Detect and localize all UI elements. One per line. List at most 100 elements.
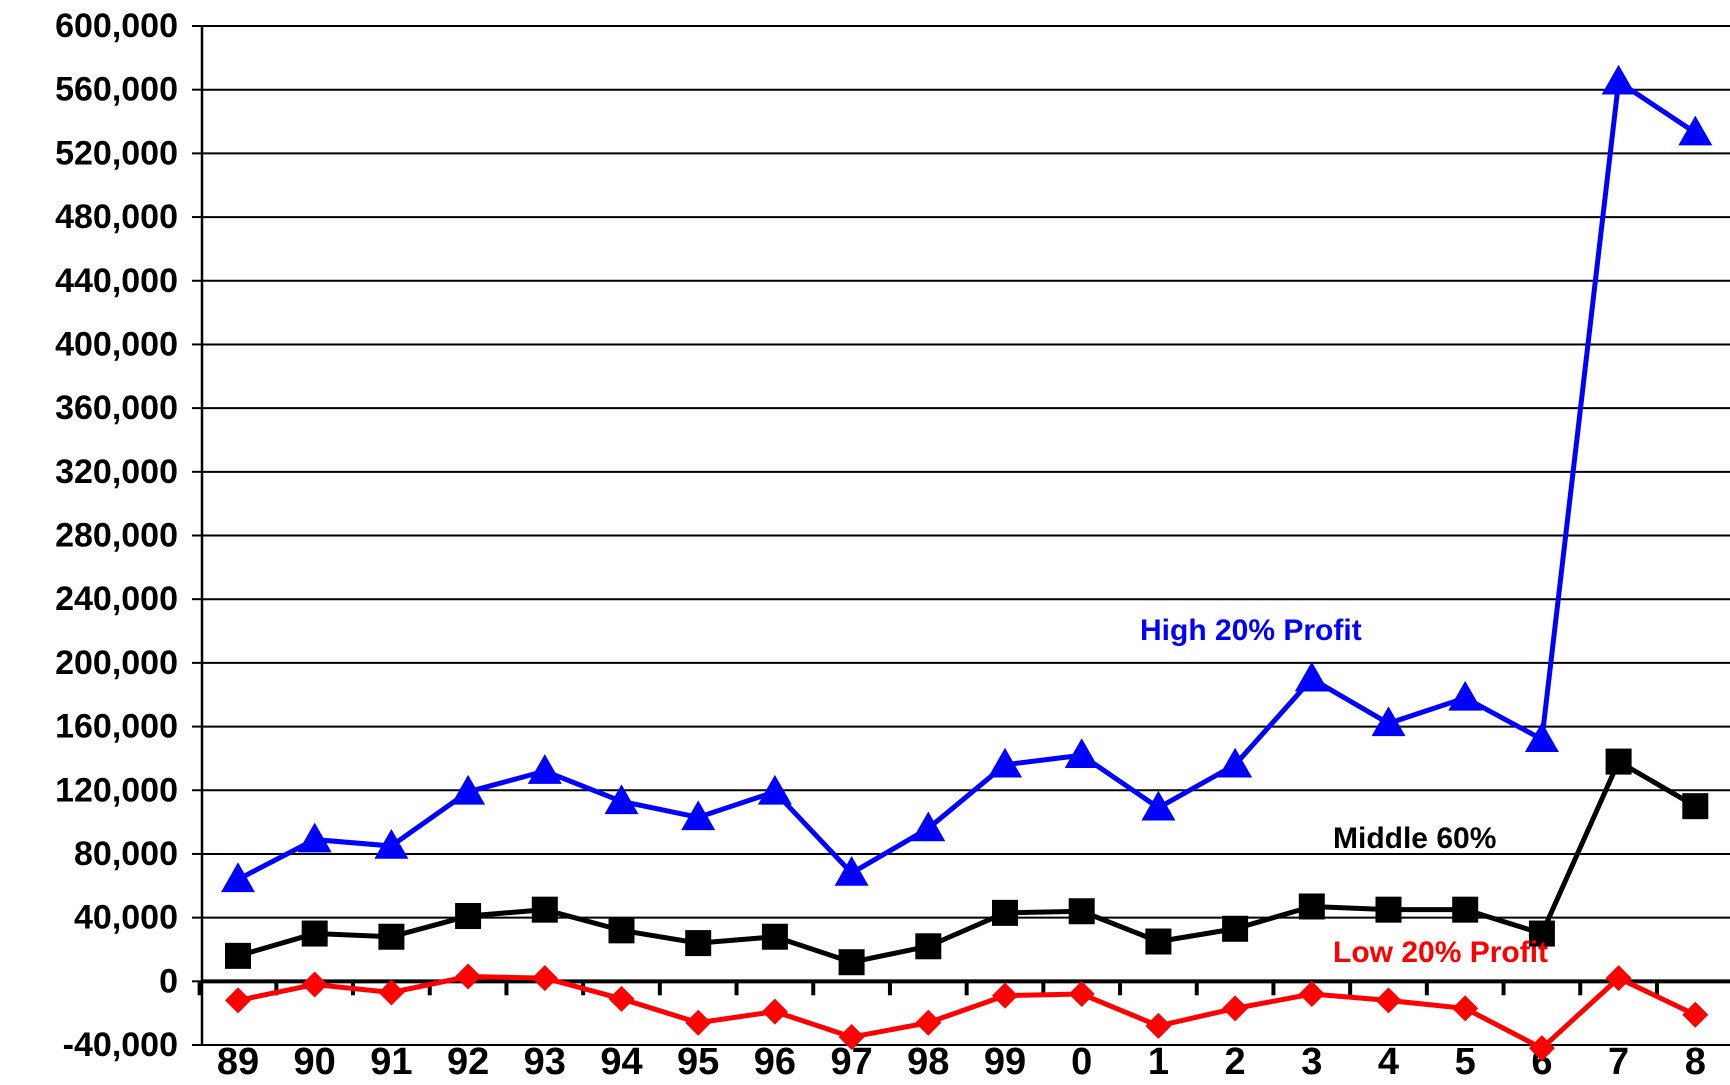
- annotation-high-20-profit: High 20% Profit: [1140, 614, 1362, 647]
- y-tick-label: 400,000: [55, 325, 178, 363]
- y-tick-label: 200,000: [55, 644, 178, 682]
- x-tick-label: 98: [907, 1041, 949, 1080]
- x-tick-label: 2: [1225, 1041, 1246, 1080]
- data-point-middle-60: [1605, 748, 1632, 775]
- data-point-middle-60: [378, 923, 405, 950]
- x-tick-label: 89: [217, 1041, 259, 1080]
- data-point-high-20-profit: [1448, 680, 1483, 711]
- data-point-high-20-profit: [221, 862, 255, 893]
- series-line-low-20-profit: [237, 974, 1697, 1052]
- annotation-low-20-profit: Low 20% Profit: [1333, 936, 1548, 969]
- x-tick-label: 1: [1148, 1041, 1169, 1080]
- data-point-middle-60: [685, 930, 712, 957]
- data-point-middle-60: [225, 942, 251, 969]
- series-annotations: High 20% Profit Middle 60% Low 20% Profi…: [1140, 614, 1548, 969]
- series-lines: [221, 64, 1713, 1062]
- y-tick-label: 160,000: [55, 708, 178, 746]
- data-point-low-20-profit: [1682, 1001, 1709, 1028]
- data-point-low-20-profit: [1605, 965, 1632, 992]
- data-point-middle-60: [1528, 920, 1555, 947]
- series-high-20-profit: [221, 64, 1713, 893]
- annotation-middle-60: Middle 60%: [1333, 822, 1496, 855]
- data-point-low-20-profit: [1145, 1012, 1172, 1039]
- data-point-middle-60: [1452, 896, 1479, 923]
- data-point-middle-60: [1375, 896, 1402, 923]
- data-point-high-20-profit: [757, 774, 792, 805]
- data-point-middle-60: [1298, 893, 1325, 920]
- data-point-low-20-profit: [225, 987, 251, 1014]
- data-point-middle-60: [838, 949, 865, 976]
- data-point-high-20-profit: [834, 856, 869, 886]
- y-tick-label: 320,000: [55, 453, 178, 491]
- data-point-middle-60: [1222, 915, 1249, 942]
- x-tick-label: 0: [1071, 1041, 1092, 1080]
- data-point-low-20-profit: [378, 979, 405, 1006]
- data-point-low-20-profit: [992, 982, 1018, 1009]
- data-point-high-20-profit: [451, 774, 486, 805]
- data-point-middle-60: [1682, 793, 1709, 820]
- y-tick-label: 520,000: [55, 134, 178, 172]
- y-tick-label: 440,000: [55, 262, 178, 300]
- data-point-high-20-profit: [1678, 115, 1713, 146]
- data-point-middle-60: [992, 899, 1018, 926]
- data-point-high-20-profit: [1218, 747, 1253, 778]
- data-point-high-20-profit: [1064, 738, 1099, 768]
- x-tick-label: 3: [1301, 1041, 1322, 1080]
- x-tick-label: 7: [1608, 1041, 1629, 1080]
- data-point-low-20-profit: [1528, 1035, 1555, 1062]
- x-tick-label: 96: [754, 1041, 796, 1080]
- x-tick-label: 93: [524, 1041, 566, 1080]
- x-tick-label: 90: [294, 1041, 336, 1080]
- y-tick-label: 40,000: [74, 899, 178, 937]
- data-point-low-20-profit: [838, 1024, 865, 1051]
- x-tick-label: 91: [370, 1041, 412, 1080]
- data-point-low-20-profit: [1222, 995, 1249, 1022]
- data-point-middle-60: [455, 903, 482, 930]
- x-tick-label: 8: [1685, 1041, 1706, 1080]
- data-point-high-20-profit: [1141, 790, 1176, 821]
- data-point-high-20-profit: [681, 800, 716, 831]
- y-tick-label: 480,000: [55, 198, 178, 236]
- y-tick-label: 120,000: [55, 771, 178, 809]
- series-middle-60: [225, 748, 1709, 976]
- y-tick-label: 280,000: [55, 517, 178, 555]
- data-point-middle-60: [1145, 928, 1172, 955]
- y-tick-labels: -40,000 0 40,000 80,000 120,000 160,000 200,00…: [55, 7, 178, 1064]
- data-point-middle-60: [1068, 898, 1095, 925]
- x-tick-label: 4: [1378, 1041, 1399, 1080]
- y-tick-label: 240,000: [55, 580, 178, 618]
- data-point-high-20-profit: [374, 828, 409, 859]
- y-tick-label: 560,000: [55, 71, 178, 109]
- data-point-middle-60: [608, 917, 635, 944]
- data-point-middle-60: [915, 933, 942, 960]
- gridlines: [202, 25, 1730, 1046]
- data-point-low-20-profit: [301, 971, 328, 998]
- data-point-low-20-profit: [761, 998, 788, 1025]
- y-tick-label: 80,000: [74, 835, 178, 873]
- data-point-middle-60: [301, 920, 328, 947]
- series-line-middle-60: [237, 758, 1697, 965]
- data-point-low-20-profit: [608, 985, 635, 1012]
- data-point-low-20-profit: [1298, 981, 1325, 1008]
- data-point-low-20-profit: [1452, 995, 1479, 1022]
- data-point-high-20-profit: [604, 784, 639, 815]
- data-point-low-20-profit: [1375, 987, 1402, 1014]
- data-point-middle-60: [531, 896, 558, 923]
- series-line-high-20-profit: [236, 77, 1697, 882]
- y-tick-label: 0: [159, 962, 178, 1000]
- data-point-high-20-profit: [297, 822, 332, 853]
- data-point-low-20-profit: [915, 1009, 942, 1036]
- data-point-high-20-profit: [1601, 64, 1636, 95]
- data-point-high-20-profit: [911, 811, 946, 842]
- x-tick-label: 5: [1455, 1041, 1476, 1080]
- x-tick-label: 92: [447, 1041, 489, 1080]
- data-point-low-20-profit: [531, 965, 558, 992]
- data-point-high-20-profit: [1524, 722, 1559, 753]
- y-tick-label: 360,000: [55, 389, 178, 427]
- x-tick-labels: 8990919293949596979899012345678: [217, 1041, 1706, 1083]
- series-low-20-profit: [225, 963, 1709, 1062]
- data-point-low-20-profit: [455, 963, 482, 990]
- data-point-high-20-profit: [1294, 661, 1329, 692]
